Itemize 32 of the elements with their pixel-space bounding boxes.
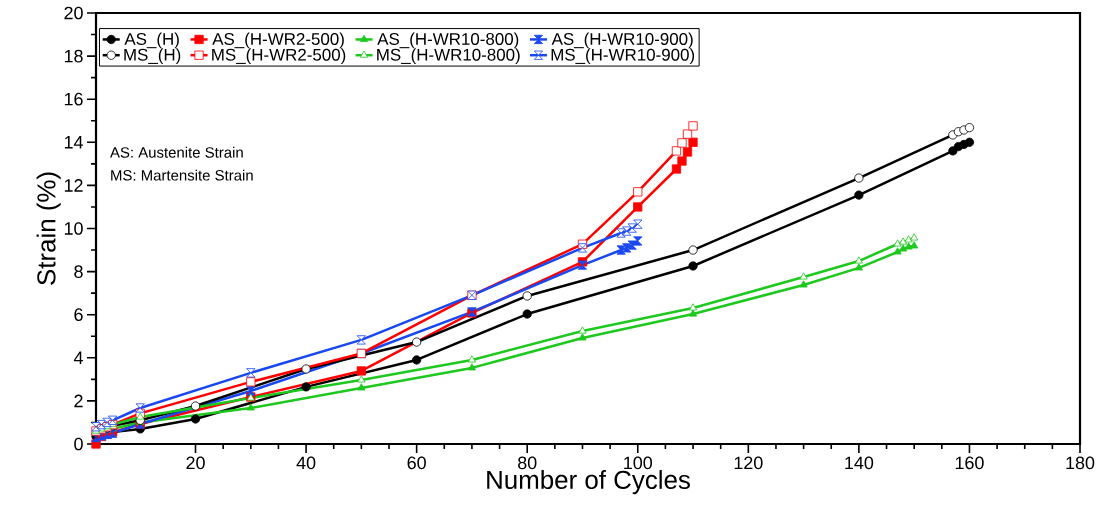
x-tick-label: 80 [518, 456, 537, 470]
legend-label: AS_(H-WR2-500) [212, 32, 344, 49]
annotation: MS: Martensite Strain [111, 169, 253, 181]
legend-label: MS_(H-WR10-900) [551, 48, 695, 65]
legend-label: AS_(H-WR10-900) [551, 32, 693, 49]
x-tick-label: 160 [955, 456, 984, 470]
legend-label: AS_(H-WR10-800) [377, 32, 519, 49]
x-tick-label: 140 [845, 456, 874, 470]
x-tick-label: 40 [296, 456, 316, 470]
x-tick-label: 20 [186, 456, 205, 470]
y-tick-label: 6 [74, 308, 83, 322]
legend-label: MS_(H-WR10-800) [377, 48, 520, 65]
x-tick-label: 120 [734, 456, 763, 470]
y-tick-label: 16 [64, 92, 83, 106]
annotation: AS: Austenite Strain [110, 146, 243, 158]
legend-label: AS_(H) [124, 32, 179, 49]
y-tick-label: 14 [64, 136, 83, 149]
y-axis-title: Strain (%) [36, 172, 61, 285]
x-tick-label: 100 [624, 456, 653, 470]
y-tick-label: 10 [64, 222, 83, 235]
legend-label: MS_(H) [124, 48, 181, 65]
y-tick-label: 20 [64, 6, 83, 20]
y-tick-label: 12 [64, 179, 83, 192]
x-axis-title: Number of Cycles [487, 470, 690, 495]
y-tick-label: 8 [74, 265, 83, 278]
y-tick-label: 4 [73, 351, 83, 364]
y-tick-label: 2 [74, 394, 83, 408]
x-tick-label: 60 [407, 456, 426, 470]
x-tick-label: 180 [1066, 456, 1095, 470]
legend-label: MS_(H-WR2-500) [212, 48, 346, 65]
y-tick-label: 18 [64, 49, 83, 63]
y-tick-label: 0 [74, 437, 83, 451]
